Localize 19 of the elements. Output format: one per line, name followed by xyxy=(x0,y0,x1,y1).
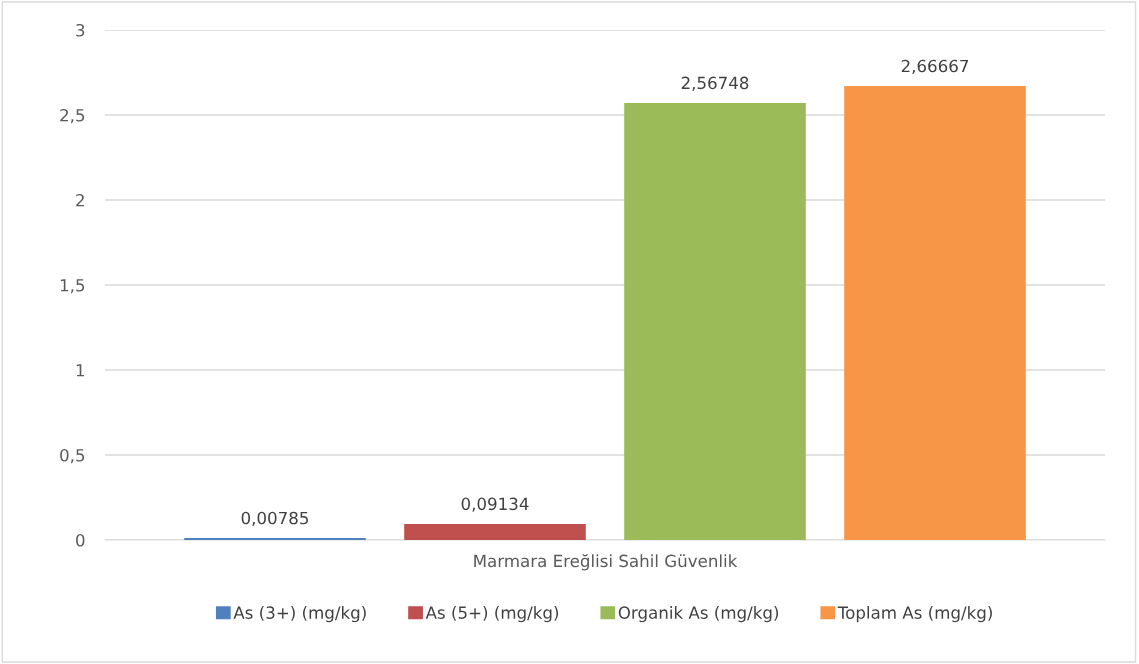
bar xyxy=(624,102,806,540)
y-tick-label: 0,5 xyxy=(60,448,85,464)
bar xyxy=(404,523,586,540)
legend-label: As (3+) (mg/kg) xyxy=(233,606,366,623)
y-tick-label: 3 xyxy=(76,23,85,37)
legend-label: As (5+) (mg/kg) xyxy=(425,606,559,623)
data-label: 0,09134 xyxy=(461,497,529,512)
y-tick-label: 0 xyxy=(76,533,85,547)
bar xyxy=(844,86,1026,540)
y-tick-label: 1 xyxy=(76,364,85,377)
data-label: 2,56748 xyxy=(681,76,749,91)
data-label: 2,66667 xyxy=(901,59,969,75)
data-label: 0,00785 xyxy=(241,511,308,527)
legend-label: Organik As (mg/kg) xyxy=(618,606,779,623)
x-tick-label: Marmara Ereğlisi Sahil Güvenlik xyxy=(474,553,738,571)
y-tick-label: 1,5 xyxy=(60,279,85,294)
legend-label: Toplam As (mg/kg) xyxy=(837,606,992,623)
y-tick-label: 2 xyxy=(76,193,84,207)
y-tick-label: 2,5 xyxy=(60,108,85,124)
